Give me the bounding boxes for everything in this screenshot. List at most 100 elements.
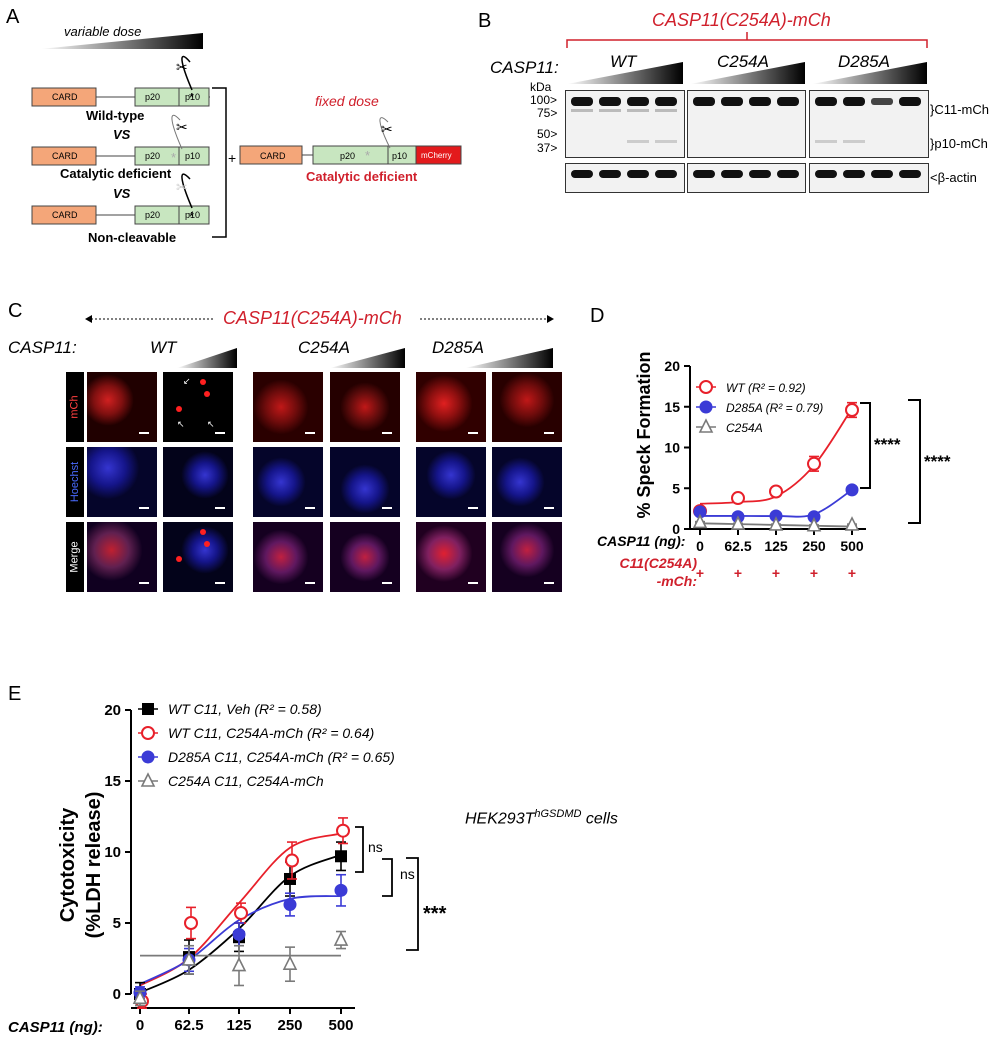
significance-label: *** — [423, 903, 447, 925]
band-label-c11-mch: }C11-mCh — [930, 102, 990, 117]
p20-label: p20 — [340, 151, 356, 161]
data-point — [234, 906, 248, 921]
cytotoxicity-chart: Cytotoxicity (%LDH release) 0 5 10 15 20 0 62.… — [57, 701, 447, 1034]
legend-marker — [141, 726, 155, 740]
data-point — [845, 403, 859, 418]
x-tick-label: 125 — [764, 538, 788, 554]
micrograph-wt-low-mch — [87, 372, 157, 442]
panel-b-casp11-label: CASP11: — [490, 58, 559, 77]
vs-label: VS — [113, 127, 131, 142]
data-point — [231, 956, 247, 972]
panel-c-dose-wedges — [177, 348, 553, 368]
data-point — [283, 898, 297, 912]
chart-d-mch-label-2: -mCh: — [656, 573, 697, 589]
svg-text:↖: ↖ — [177, 419, 185, 429]
micrograph-d285a-low-hoechst — [416, 447, 486, 517]
legend-entry: WT (R² = 0.92) — [726, 381, 806, 395]
chart-e-ylabel-2: (%LDH release) — [83, 792, 105, 939]
panel-c-title: CASP11(C254A)-mCh — [223, 308, 402, 328]
legend-entry: WT C11, C254A-mCh (R² = 0.64) — [168, 725, 374, 741]
micrograph-c254a-low-merge — [253, 522, 323, 592]
variable-dose-label: variable dose — [64, 24, 142, 39]
panel-b-group-c254a: C254A — [717, 52, 769, 71]
panel-b-dose-wedges — [567, 62, 927, 84]
significance-label: ns — [368, 839, 383, 855]
chart-d-xrow-label: CASP11 (ng): — [597, 533, 686, 549]
mcherry-domain — [415, 145, 462, 165]
significance-bracket — [382, 858, 393, 897]
data-point — [285, 853, 299, 868]
data-point — [333, 931, 349, 946]
x-tick-label: 500 — [328, 1017, 353, 1034]
scissors-icon: ✂ — [176, 179, 188, 195]
data-point — [232, 927, 246, 941]
svg-text:*: * — [171, 150, 176, 165]
data-point — [769, 484, 783, 499]
micrograph-c254a-high-merge — [330, 522, 400, 592]
micrograph-c254a-high-mch — [330, 372, 400, 442]
legend-entry: C254A — [726, 421, 763, 435]
scissors-icon: ✂ — [176, 59, 188, 75]
p20-label: p20 — [145, 210, 161, 220]
mch-plus: + — [848, 565, 856, 581]
x-tick-label: 62.5 — [174, 1017, 203, 1034]
legend-entry: C254A C11, C254A-mCh — [168, 773, 324, 789]
significance-label: ns — [400, 866, 415, 882]
significance-bracket — [406, 857, 419, 951]
chart-e-xrow-label: CASP11 (ng): — [8, 1019, 103, 1036]
y-tick-label: 0 — [672, 521, 680, 537]
micrograph-d285a-low-merge — [416, 522, 486, 592]
mch-plus: + — [810, 565, 818, 581]
marker-75: 75> — [537, 106, 558, 120]
row-label-merge: Merge — [66, 522, 84, 592]
panel-c-casp11-label: CASP11: — [8, 338, 77, 357]
data-point — [282, 955, 298, 970]
p20-label: p20 — [145, 151, 161, 161]
legend-marker — [142, 703, 154, 715]
panel-b-bracket — [566, 32, 928, 48]
blot-bands — [571, 97, 921, 178]
legend-marker — [141, 750, 155, 764]
card-label: CARD — [52, 151, 78, 161]
legend-marker — [140, 772, 156, 787]
p10-domain — [178, 87, 210, 107]
data-point — [807, 456, 821, 471]
y-tick-label: 10 — [664, 440, 680, 456]
legend-marker — [699, 380, 713, 394]
panel-c-group-d285a: D285A — [432, 338, 484, 357]
data-point — [730, 515, 746, 530]
x-tick-label: 125 — [226, 1017, 251, 1034]
micrograph-wt-high-hoechst — [163, 447, 233, 517]
speck-formation-chart: % Speck Formation 0 5 10 15 20 0 62.5 125 250 500… — [634, 351, 951, 581]
micrograph-c254a-high-hoechst — [330, 447, 400, 517]
legend-entry: WT C11, Veh (R² = 0.58) — [168, 701, 322, 717]
data-point — [335, 850, 347, 863]
card-label: CARD — [52, 210, 78, 220]
construct-non-cleavable: * ✂ — [31, 173, 210, 225]
vs-label: VS — [113, 186, 131, 201]
fixed-dose-label: fixed dose — [315, 93, 379, 109]
speck-markers: ↙ ↖ ↖ — [176, 376, 215, 562]
plus-sign: + — [228, 150, 237, 166]
legend-marker — [698, 418, 714, 433]
y-tick-label: 15 — [104, 773, 121, 790]
svg-text:↙: ↙ — [183, 376, 191, 386]
kda-label: kDa — [530, 80, 552, 94]
y-tick-label: 20 — [664, 358, 680, 374]
y-tick-label: 10 — [104, 844, 121, 861]
panel-b-group-wt: WT — [610, 52, 637, 71]
y-tick-label: 15 — [664, 399, 680, 415]
mch-plus: + — [734, 565, 742, 581]
p10-label: p10 — [392, 151, 408, 161]
micrograph-wt-high-mch — [163, 372, 233, 442]
significance-label: **** — [924, 452, 951, 471]
legend-marker — [699, 400, 713, 414]
data-point — [336, 823, 350, 838]
panel-d-letter: D — [590, 305, 605, 327]
fixed-construct-diagram: * ✂ — [239, 117, 462, 165]
x-tick-label: 0 — [136, 1017, 144, 1034]
panel-b-group-d285a: D285A — [838, 52, 890, 71]
micrograph-wt-low-merge — [87, 522, 157, 592]
construct-label-wild-type: Wild-type — [86, 108, 145, 123]
x-tick-label: 250 — [277, 1017, 302, 1034]
